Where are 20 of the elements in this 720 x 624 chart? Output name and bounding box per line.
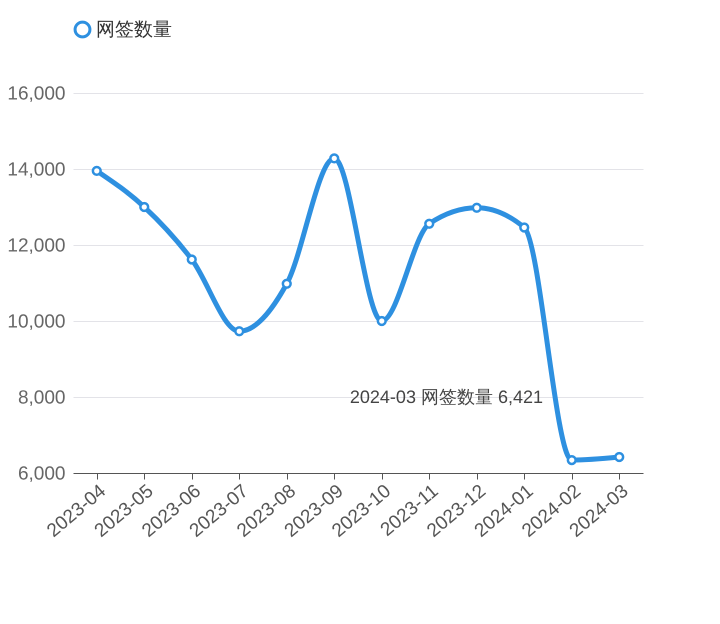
point (472, 202, 482, 213)
point (186, 254, 197, 265)
point (424, 218, 434, 229)
point (376, 316, 387, 326)
y-tick-label: 8,000 (18, 388, 66, 408)
point (92, 166, 102, 176)
y-tick-label: 12,000 (7, 236, 66, 256)
annotation: 2024-03 网签数量 6,421 (350, 387, 543, 407)
y-tick-label: 16,000 (7, 84, 66, 104)
point (234, 326, 244, 336)
point (329, 153, 340, 164)
point (139, 202, 150, 212)
y-tick-label: 10,000 (7, 312, 66, 332)
point (519, 222, 530, 233)
y-tick-label: 6,000 (18, 464, 66, 484)
point (566, 454, 577, 466)
point (614, 452, 624, 462)
legend-label: 网签数量 (96, 20, 172, 40)
point (282, 278, 292, 289)
y-tick-label: 14,000 (7, 160, 66, 180)
